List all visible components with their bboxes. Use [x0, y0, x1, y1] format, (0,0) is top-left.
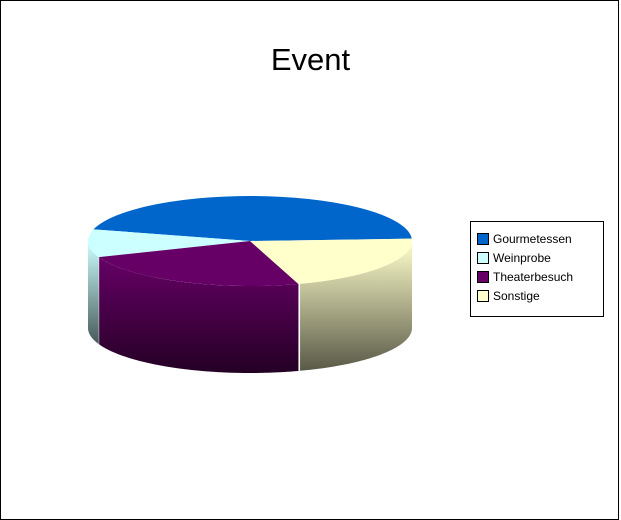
legend-item-theaterbesuch: Theaterbesuch — [477, 267, 603, 286]
pie-side-weinprobe — [88, 241, 99, 345]
legend-item-sonstige: Sonstige — [477, 286, 603, 305]
legend-label-gourmetessen: Gourmetessen — [493, 231, 572, 246]
legend-item-weinprobe: Weinprobe — [477, 248, 603, 267]
pie-slice-theaterbesuch — [98, 241, 299, 286]
legend-label-weinprobe: Weinprobe — [493, 250, 551, 265]
pie-slice-sonstige — [250, 238, 413, 284]
legend-label-sonstige: Sonstige — [493, 288, 540, 303]
legend-swatch-weinprobe — [477, 251, 489, 264]
chart-title: Event — [270, 42, 351, 77]
legend-swatch-sonstige — [477, 289, 489, 302]
pie-slice-weinprobe — [87, 229, 250, 258]
pie-side-sonstige — [300, 241, 412, 371]
pie-slice-gourmetessen — [93, 195, 412, 241]
pie-side-theaterbesuch — [99, 257, 299, 373]
legend-swatch-gourmetessen — [477, 232, 489, 245]
legend: Gourmetessen Weinprobe Theaterbesuch Son… — [470, 221, 604, 317]
legend-item-gourmetessen: Gourmetessen — [477, 229, 603, 248]
legend-label-theaterbesuch: Theaterbesuch — [493, 269, 574, 284]
legend-swatch-theaterbesuch — [477, 270, 489, 283]
